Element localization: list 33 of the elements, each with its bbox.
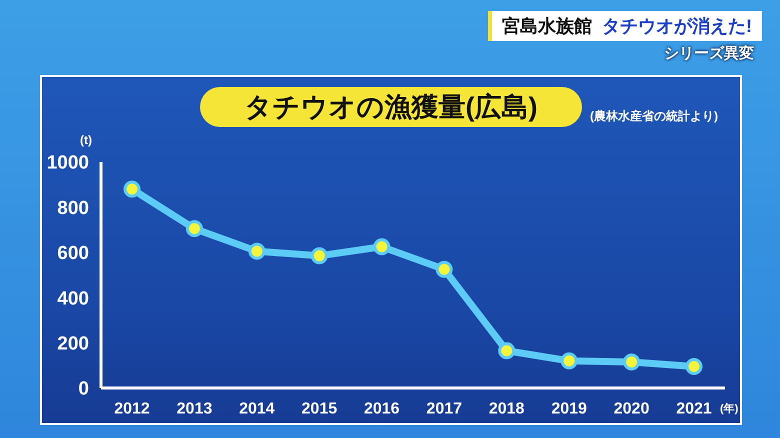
x-tick-label: 2013	[176, 400, 212, 418]
x-tick-label: 2021	[676, 400, 712, 418]
point	[186, 220, 203, 238]
y-tick-label: 1000	[46, 152, 89, 174]
point	[498, 342, 516, 360]
point	[686, 358, 702, 376]
text: 宮島水族館	[502, 15, 592, 38]
x-tick-label: 2012	[114, 400, 150, 418]
y-tick-label: 600	[57, 243, 89, 264]
text: (農林水産省の統計より)	[590, 108, 718, 125]
point	[248, 242, 266, 260]
point	[373, 238, 390, 256]
point	[560, 352, 578, 370]
x-tick-label: 2017	[426, 400, 462, 418]
chart-title: タチウオの漁獲量(広島)	[200, 87, 582, 127]
x-tick-label: 2015	[302, 400, 338, 418]
x-tick-label: 2020	[614, 400, 650, 418]
point	[436, 260, 453, 278]
x-tick-label: 2019	[551, 400, 588, 418]
y-tick-label: 800	[57, 198, 89, 219]
y-tick-label: 400	[57, 288, 89, 310]
y-tick-label: 200	[57, 334, 89, 355]
y-axis-title: (t)	[80, 133, 92, 147]
text: タチウオが消えた!	[602, 15, 752, 38]
point	[623, 354, 640, 371]
x-tick-label: 2014	[239, 400, 275, 418]
y-tick-label: 0	[78, 378, 89, 400]
x-tick-label: 2018	[488, 400, 525, 418]
text: シリーズ異変	[664, 44, 754, 63]
x-axis-title: (年)	[720, 402, 738, 416]
point	[124, 180, 140, 198]
point	[310, 247, 328, 264]
x-tick-label: 2016	[364, 400, 400, 418]
